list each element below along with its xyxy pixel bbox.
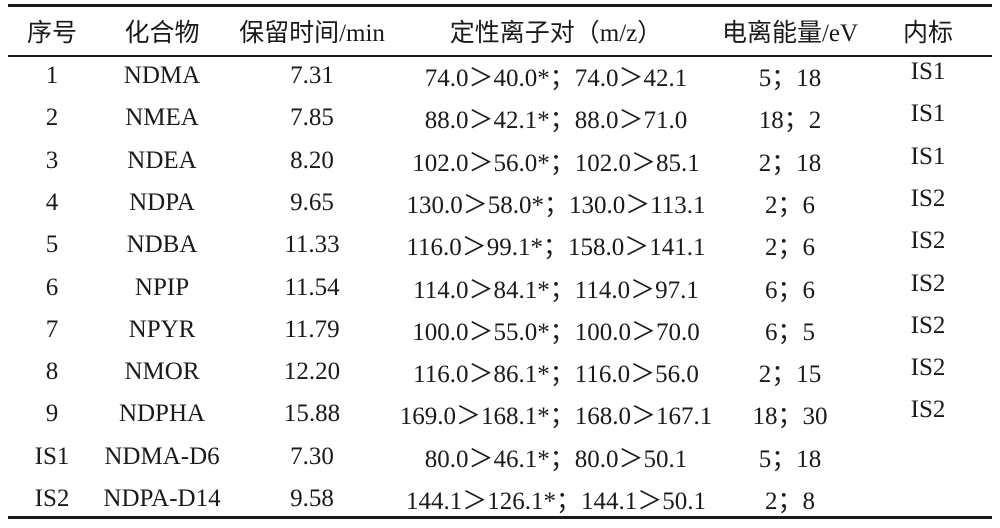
table-cell: 5 bbox=[45, 231, 59, 259]
table-cell: NDPA-D14 bbox=[103, 485, 221, 512]
table-cell: 114.0＞84.1*；114.0＞97.1 bbox=[413, 276, 699, 304]
bottom-rule bbox=[8, 516, 992, 519]
header-rule bbox=[8, 55, 992, 57]
table-cell: IS2 bbox=[910, 269, 946, 297]
table-cell: 6 bbox=[45, 273, 59, 301]
table-cell: 15.88 bbox=[283, 400, 341, 428]
table-cell: IS2 bbox=[910, 184, 946, 212]
header-cell: 化合物 bbox=[124, 20, 200, 47]
table-cell: NDPA bbox=[129, 188, 195, 216]
table-cell: 80.0＞46.1*；80.0＞50.1 bbox=[424, 445, 688, 473]
table-cell: 7.85 bbox=[290, 104, 334, 132]
table-cell: 7.30 bbox=[290, 442, 334, 470]
table-cell: 2 bbox=[45, 104, 59, 132]
table-cell: IS1 bbox=[910, 142, 946, 170]
table-cell: NPIP bbox=[134, 273, 190, 301]
header-cell: 定性离子对（m/z） bbox=[449, 20, 663, 47]
table-cell: NDMA bbox=[123, 62, 201, 89]
table-cell: 11.33 bbox=[284, 231, 340, 259]
table-cell: NDEA bbox=[127, 146, 197, 174]
top-rule bbox=[8, 4, 992, 7]
table-cell: 3 bbox=[45, 146, 59, 174]
table-cell: 116.0＞99.1*；158.0＞141.1 bbox=[406, 234, 706, 262]
header-cell: 保留时间/min bbox=[239, 20, 385, 47]
table-cell: 2；8 bbox=[764, 488, 816, 515]
table-cell: 11.79 bbox=[284, 315, 340, 343]
table-cell: 12.20 bbox=[283, 358, 341, 386]
table-cell: IS1 bbox=[910, 58, 946, 85]
table-cell: 5；18 bbox=[758, 65, 822, 92]
table-cell: IS2 bbox=[34, 485, 70, 512]
table-cell: 7.31 bbox=[290, 62, 334, 89]
table-cell: IS2 bbox=[910, 396, 946, 424]
table-cell: 144.1＞126.1*；144.1＞50.1 bbox=[405, 488, 707, 515]
table-cell: 74.0＞40.0*；74.0＞42.1 bbox=[424, 65, 688, 92]
table-cell: NMOR bbox=[124, 358, 200, 386]
header-cell: 序号 bbox=[26, 20, 78, 47]
header-cell: 电离能量/eV bbox=[721, 20, 859, 47]
table-cell: 18；30 bbox=[752, 403, 828, 431]
table-cell: NDBA bbox=[126, 231, 198, 259]
table-cell: NMEA bbox=[125, 104, 199, 132]
table-cell: NPYR bbox=[128, 315, 196, 343]
table-cell: 5；18 bbox=[758, 445, 822, 473]
table-cell: 6；6 bbox=[764, 276, 816, 304]
table-cell: IS1 bbox=[910, 100, 946, 128]
table-cell: 100.0＞55.0*；100.0＞70.0 bbox=[412, 318, 700, 346]
table-cell: 9.58 bbox=[290, 485, 334, 512]
table-cell: IS1 bbox=[34, 442, 70, 470]
table-cell: 4 bbox=[45, 188, 59, 216]
table-cell: NDMA-D6 bbox=[104, 442, 220, 470]
table-cell: 2；6 bbox=[764, 191, 816, 219]
table-cell: 8 bbox=[45, 358, 59, 386]
table-cell: 8.20 bbox=[290, 146, 334, 174]
table-cell: 18；2 bbox=[758, 107, 822, 135]
table-cell: 116.0＞86.1*；116.0＞56.0 bbox=[413, 361, 699, 389]
table-cell: 1 bbox=[45, 62, 59, 89]
table-cell: 9.65 bbox=[290, 188, 334, 216]
table-cell: 2；6 bbox=[764, 234, 816, 262]
table-cell: IS2 bbox=[910, 227, 946, 255]
table-cell: IS2 bbox=[910, 354, 946, 382]
table-cell: NDPHA bbox=[118, 400, 206, 428]
table-cell: 2；18 bbox=[758, 149, 822, 177]
table-cell: 7 bbox=[45, 315, 59, 343]
table-cell: IS2 bbox=[910, 311, 946, 339]
table-cell: 2；15 bbox=[758, 361, 822, 389]
table-cell: 11.54 bbox=[284, 273, 340, 301]
table-cell: 130.0＞58.0*；130.0＞113.1 bbox=[406, 191, 706, 219]
table-cell: 169.0＞168.1*；168.0＞167.1 bbox=[399, 403, 713, 431]
table-cell: 6；5 bbox=[764, 318, 816, 346]
table-cell: 9 bbox=[45, 400, 59, 428]
table-cell: 102.0＞56.0*；102.0＞85.1 bbox=[412, 149, 700, 177]
table-cell: 88.0＞42.1*；88.0＞71.0 bbox=[424, 107, 688, 135]
header-cell: 内标 bbox=[902, 20, 954, 47]
